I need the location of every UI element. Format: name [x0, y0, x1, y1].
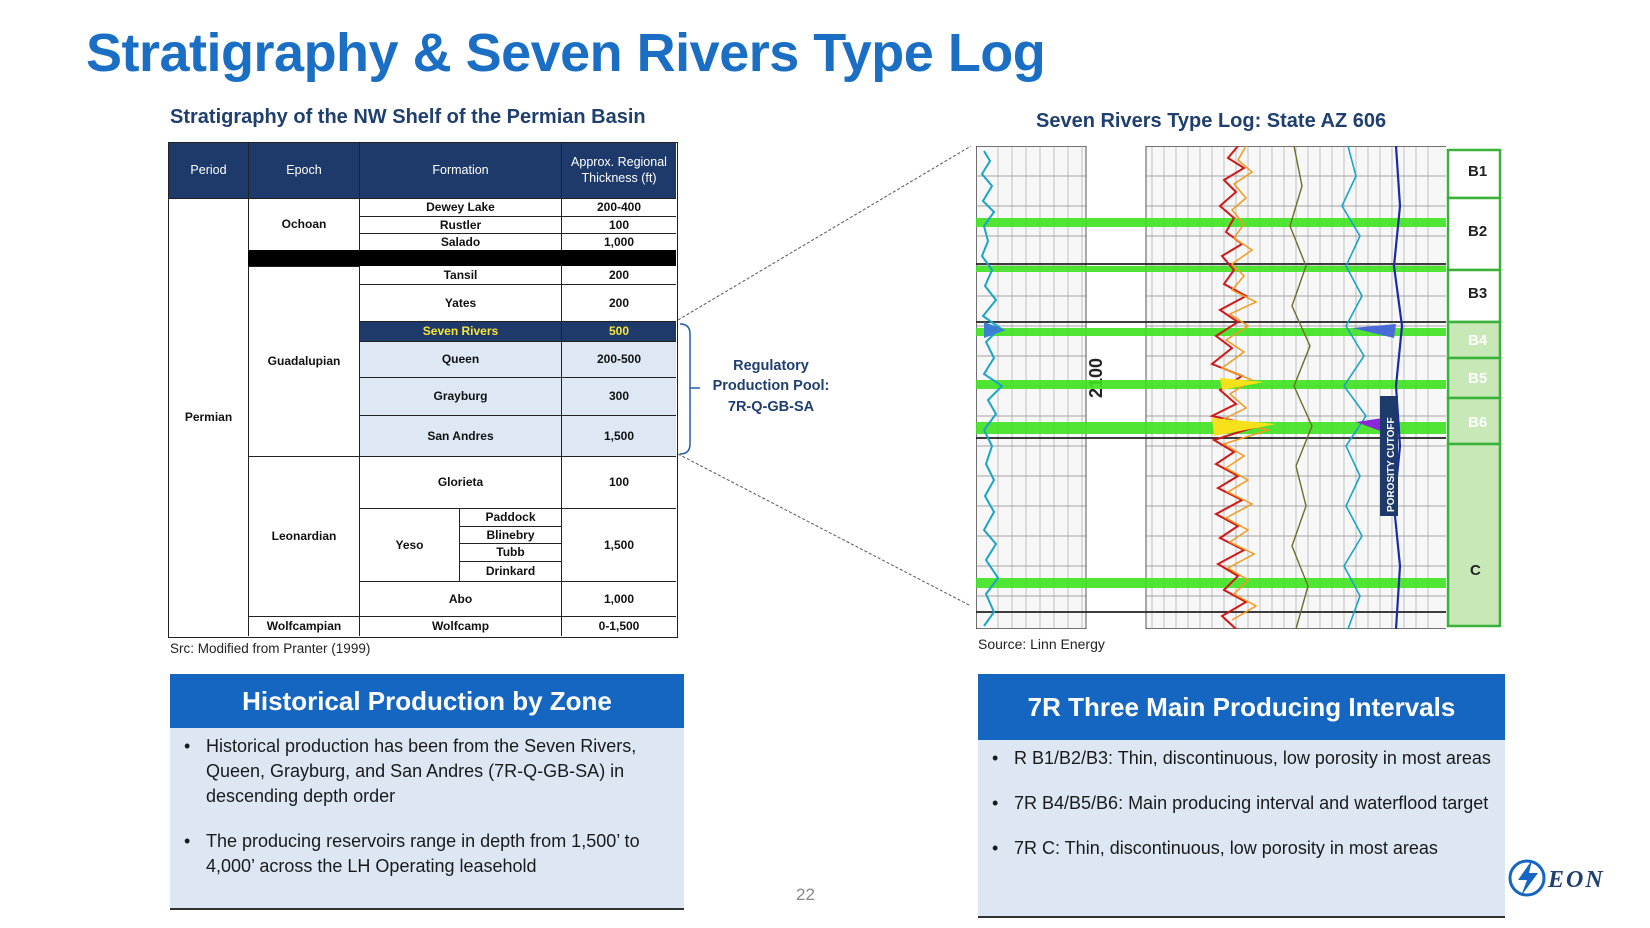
pool-label-line3: 7R-Q-GB-SA: [727, 398, 815, 415]
unconformity-bar: [248, 250, 676, 266]
zone-b4-label: B4: [1468, 332, 1488, 349]
historical-bullet: Historical production has been from the …: [180, 734, 672, 809]
formation-san-andres: San Andres: [359, 415, 561, 456]
eon-logo: EON: [1508, 859, 1605, 897]
logo-text: EON: [1547, 867, 1605, 893]
historical-production-title: Historical Production by Zone: [170, 674, 684, 728]
thickness-salado: 1,000: [561, 233, 676, 250]
stratigraphy-heading: Stratigraphy of the NW Shelf of the Perm…: [170, 106, 646, 128]
thickness-wolfcamp: 0-1,500: [561, 616, 676, 636]
thickness-yates: 200: [561, 284, 676, 321]
header-formation: Formation: [359, 143, 561, 198]
member-blinebry: Blinebry: [459, 526, 561, 543]
porosity-cutoff-label: POROSITY CUTOFF: [1386, 417, 1397, 512]
zone-b5-label: B5: [1468, 370, 1487, 387]
historical-bullet: The producing reservoirs range in depth …: [180, 829, 672, 879]
pool-label-line1: Regulatory: [733, 358, 809, 374]
zone-b2-label: B2: [1468, 223, 1487, 240]
stratigraphy-source: Src: Modified from Pranter (1999): [170, 641, 371, 656]
stratigraphy-table: Period Epoch Formation Approx. Regional …: [168, 142, 678, 638]
thickness-tansil: 200: [561, 266, 676, 284]
thickness-san-andres: 1,500: [561, 415, 676, 456]
interval-bullet: 7R C: Thin, discontinuous, low porosity …: [988, 836, 1493, 861]
formation-glorieta: Glorieta: [359, 456, 561, 508]
formation-dewey-lake: Dewey Lake: [359, 198, 561, 216]
formation-abo: Abo: [359, 581, 561, 616]
regulatory-pool-label: Regulatory Production Pool: 7R-Q-GB-SA: [700, 356, 842, 417]
formation-yates: Yates: [359, 284, 561, 321]
member-tubb: Tubb: [459, 543, 561, 561]
header-thickness: Approx. Regional Thickness (ft): [561, 143, 676, 198]
formation-yeso: Yeso: [359, 508, 459, 581]
formation-tansil: Tansil: [359, 266, 561, 284]
type-log-source: Source: Linn Energy: [978, 636, 1105, 652]
epoch-ochoan: Ochoan: [248, 198, 359, 250]
formation-queen: Queen: [359, 341, 561, 377]
thickness-seven-rivers: 500: [561, 321, 676, 341]
zone-b6-label: B6: [1468, 414, 1487, 431]
thickness-queen: 200-500: [561, 341, 676, 377]
zone-c-label: C: [1470, 562, 1481, 579]
historical-production-body: Historical production has been from the …: [170, 728, 684, 910]
thickness-yeso: 1,500: [561, 508, 676, 581]
page-title: Stratigraphy & Seven Rivers Type Log: [86, 23, 1046, 83]
header-period: Period: [169, 143, 248, 198]
epoch-leonardian: Leonardian: [248, 456, 359, 616]
type-log-image: 2100 POROSITY CUTOFF B1 B2 B3 B4: [976, 146, 1504, 629]
formation-grayburg: Grayburg: [359, 377, 561, 415]
formation-wolfcamp: Wolfcamp: [359, 616, 561, 636]
epoch-guadalupian: Guadalupian: [248, 266, 359, 456]
thickness-dewey-lake: 200-400: [561, 198, 676, 216]
thickness-glorieta: 100: [561, 456, 676, 508]
formation-seven-rivers: Seven Rivers: [359, 321, 561, 341]
member-drinkard: Drinkard: [459, 561, 561, 581]
interval-bullet: 7R B4/B5/B6: Main producing interval and…: [988, 791, 1493, 816]
pool-label-line2: Production Pool:: [712, 378, 830, 395]
period-permian: Permian: [169, 198, 248, 636]
member-paddock: Paddock: [459, 508, 561, 526]
producing-intervals-body: R B1/B2/B3: Thin, discontinuous, low por…: [978, 740, 1505, 918]
page-number: 22: [796, 885, 815, 904]
thickness-rustler: 100: [561, 216, 676, 233]
producing-intervals-title: 7R Three Main Producing Intervals: [978, 674, 1505, 740]
formation-rustler: Rustler: [359, 216, 561, 233]
header-epoch: Epoch: [248, 143, 359, 198]
formation-salado: Salado: [359, 233, 561, 250]
zone-b3-label: B3: [1468, 285, 1487, 302]
connector-overlay: [677, 145, 972, 607]
type-log-heading: Seven Rivers Type Log: State AZ 606: [1036, 110, 1387, 132]
thickness-grayburg: 300: [561, 377, 676, 415]
thickness-abo: 1,000: [561, 581, 676, 616]
zone-b1-label: B1: [1468, 163, 1487, 180]
depth-label: 2100: [1086, 358, 1106, 398]
interval-bullet: R B1/B2/B3: Thin, discontinuous, low por…: [988, 746, 1493, 771]
epoch-wolfcampian: Wolfcampian: [248, 616, 359, 636]
